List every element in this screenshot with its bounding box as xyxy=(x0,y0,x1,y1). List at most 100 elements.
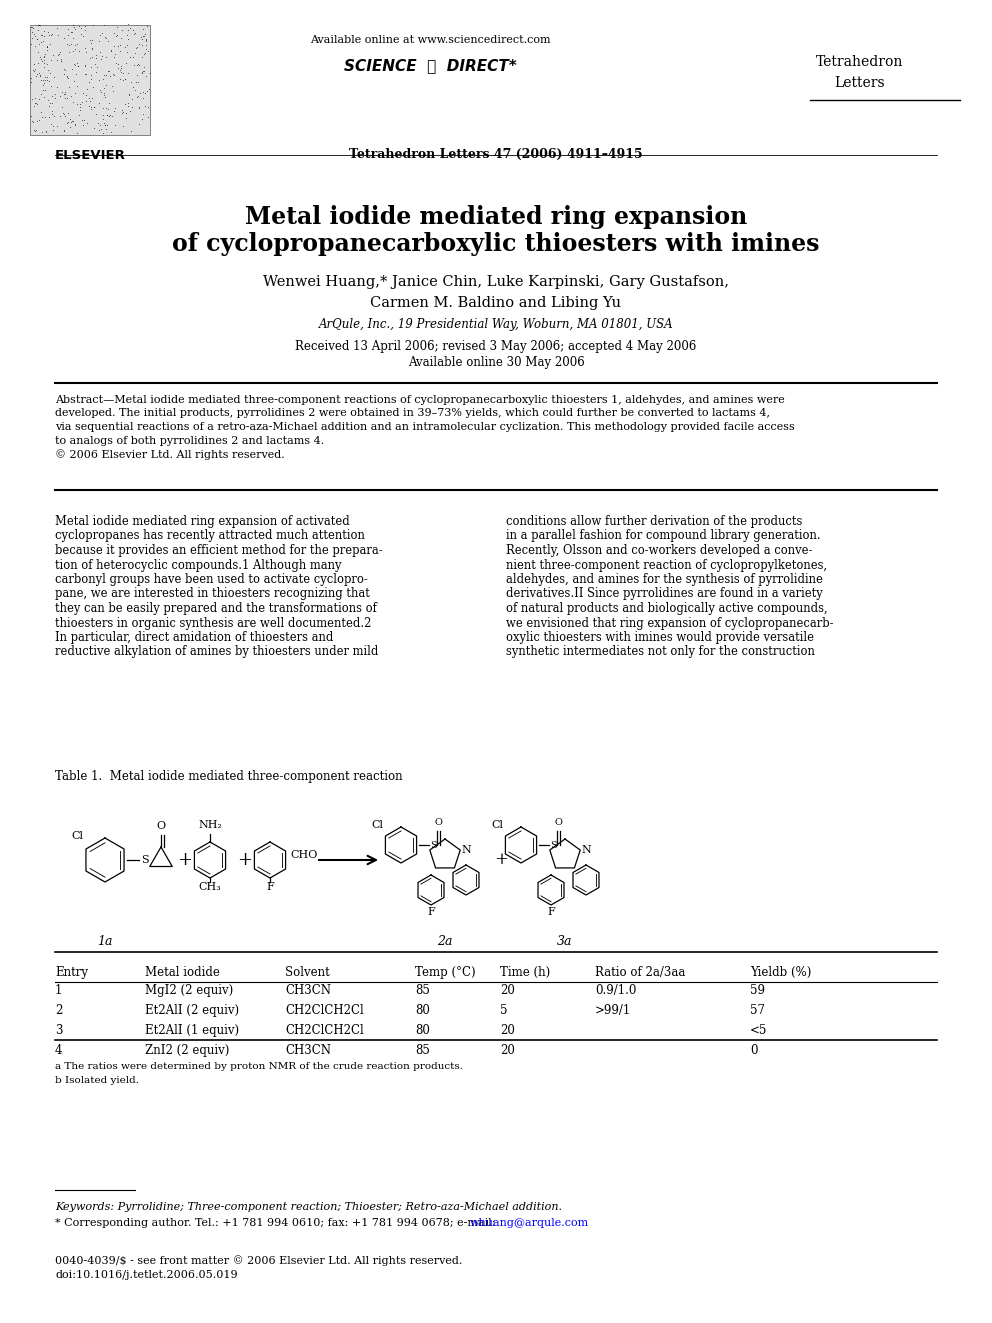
Text: CHO: CHO xyxy=(290,849,317,860)
Text: ZnI2 (2 equiv): ZnI2 (2 equiv) xyxy=(145,1044,229,1057)
Text: derivatives.II Since pyrrolidines are found in a variety: derivatives.II Since pyrrolidines are fo… xyxy=(506,587,822,601)
Text: we envisioned that ring expansion of cyclopropanecarb-: we envisioned that ring expansion of cyc… xyxy=(506,617,833,630)
Text: conditions allow further derivation of the products: conditions allow further derivation of t… xyxy=(506,515,803,528)
Text: Entry: Entry xyxy=(55,966,88,979)
Text: ELSEVIER: ELSEVIER xyxy=(55,149,125,161)
Text: ArQule, Inc., 19 Presidential Way, Woburn, MA 01801, USA: ArQule, Inc., 19 Presidential Way, Wobur… xyxy=(318,318,674,331)
Text: N: N xyxy=(581,845,591,855)
Text: SCIENCE  ⓐ  DIRECT*: SCIENCE ⓐ DIRECT* xyxy=(343,58,517,73)
Text: cyclopropanes has recently attracted much attention: cyclopropanes has recently attracted muc… xyxy=(55,529,365,542)
Text: whuang@arqule.com: whuang@arqule.com xyxy=(470,1218,589,1228)
Text: 1a: 1a xyxy=(97,935,113,949)
Text: Et2AlI (2 equiv): Et2AlI (2 equiv) xyxy=(145,1004,239,1017)
Text: doi:10.1016/j.tetlet.2006.05.019: doi:10.1016/j.tetlet.2006.05.019 xyxy=(55,1270,238,1279)
Text: +: + xyxy=(494,852,508,868)
Text: >99/1: >99/1 xyxy=(595,1004,631,1017)
Text: a The ratios were determined by proton NMR of the crude reaction products.: a The ratios were determined by proton N… xyxy=(55,1062,463,1072)
Text: 0040-4039/$ - see front matter © 2006 Elsevier Ltd. All rights reserved.: 0040-4039/$ - see front matter © 2006 El… xyxy=(55,1256,462,1266)
Text: 0.9/1.0: 0.9/1.0 xyxy=(595,984,637,998)
Text: 3a: 3a xyxy=(558,935,572,949)
Text: NH₂: NH₂ xyxy=(198,820,222,830)
Text: Available online 30 May 2006: Available online 30 May 2006 xyxy=(408,356,584,369)
Text: Tetrahedron: Tetrahedron xyxy=(816,56,904,69)
Text: carbonyl groups have been used to activate cyclopro-: carbonyl groups have been used to activa… xyxy=(55,573,368,586)
Text: 20: 20 xyxy=(500,1024,515,1037)
Text: Yieldb (%): Yieldb (%) xyxy=(750,966,811,979)
Text: synthetic intermediates not only for the construction: synthetic intermediates not only for the… xyxy=(506,646,814,659)
Text: tion of heterocyclic compounds.1 Although many: tion of heterocyclic compounds.1 Althoug… xyxy=(55,558,341,572)
Text: +: + xyxy=(178,851,192,869)
Text: of natural products and biologically active compounds,: of natural products and biologically act… xyxy=(506,602,827,615)
Text: 20: 20 xyxy=(500,1044,515,1057)
Text: S: S xyxy=(550,840,557,849)
Text: 20: 20 xyxy=(500,984,515,998)
Text: © 2006 Elsevier Ltd. All rights reserved.: © 2006 Elsevier Ltd. All rights reserved… xyxy=(55,448,285,460)
Text: Cl: Cl xyxy=(371,820,383,830)
Text: aldehydes, and amines for the synthesis of pyrrolidine: aldehydes, and amines for the synthesis … xyxy=(506,573,823,586)
Text: F: F xyxy=(428,908,434,917)
Text: they can be easily prepared and the transformations of: they can be easily prepared and the tran… xyxy=(55,602,377,615)
Text: Et2AlI (1 equiv): Et2AlI (1 equiv) xyxy=(145,1024,239,1037)
Text: because it provides an efficient method for the prepara-: because it provides an efficient method … xyxy=(55,544,383,557)
Text: developed. The initial products, pyrrolidines 2 were obtained in 39–73% yields, : developed. The initial products, pyrroli… xyxy=(55,409,770,418)
Text: 4: 4 xyxy=(55,1044,62,1057)
Text: CH2ClCH2Cl: CH2ClCH2Cl xyxy=(285,1004,364,1017)
Text: S: S xyxy=(141,855,149,865)
Text: F: F xyxy=(548,908,555,917)
Text: 80: 80 xyxy=(415,1024,430,1037)
Text: Metal iodide: Metal iodide xyxy=(145,966,220,979)
Text: F: F xyxy=(266,882,274,892)
Text: Time (h): Time (h) xyxy=(500,966,551,979)
Text: Tetrahedron Letters 47 (2006) 4911–4915: Tetrahedron Letters 47 (2006) 4911–4915 xyxy=(349,148,643,161)
Text: Metal iodide mediated ring expansion: Metal iodide mediated ring expansion xyxy=(245,205,747,229)
Text: 85: 85 xyxy=(415,1044,430,1057)
Text: Table 1.  Metal iodide mediated three-component reaction: Table 1. Metal iodide mediated three-com… xyxy=(55,770,403,783)
Text: 85: 85 xyxy=(415,984,430,998)
Text: via sequential reactions of a retro-aza-Michael addition and an intramolecular c: via sequential reactions of a retro-aza-… xyxy=(55,422,795,433)
Text: N: N xyxy=(461,845,471,855)
Text: +: + xyxy=(237,851,253,869)
Text: 0: 0 xyxy=(750,1044,758,1057)
Text: S: S xyxy=(430,840,436,849)
Text: Wenwei Huang,* Janice Chin, Luke Karpinski, Gary Gustafson,: Wenwei Huang,* Janice Chin, Luke Karpins… xyxy=(263,275,729,288)
Text: <5: <5 xyxy=(750,1024,768,1037)
Text: CH₃: CH₃ xyxy=(198,882,221,892)
Text: 80: 80 xyxy=(415,1004,430,1017)
Text: 2a: 2a xyxy=(437,935,452,949)
Text: pane, we are interested in thioesters recognizing that: pane, we are interested in thioesters re… xyxy=(55,587,370,601)
Text: Metal iodide mediated ring expansion of activated: Metal iodide mediated ring expansion of … xyxy=(55,515,350,528)
Text: nient three-component reaction of cyclopropylketones,: nient three-component reaction of cyclop… xyxy=(506,558,827,572)
Text: to analogs of both pyrrolidines 2 and lactams 4.: to analogs of both pyrrolidines 2 and la… xyxy=(55,435,324,446)
Text: 1: 1 xyxy=(55,984,62,998)
Text: Recently, Olsson and co-workers developed a conve-: Recently, Olsson and co-workers develope… xyxy=(506,544,812,557)
Text: Temp (°C): Temp (°C) xyxy=(415,966,475,979)
Text: Received 13 April 2006; revised 3 May 2006; accepted 4 May 2006: Received 13 April 2006; revised 3 May 20… xyxy=(296,340,696,353)
Text: O: O xyxy=(434,818,442,827)
Text: Cl: Cl xyxy=(71,831,83,841)
Text: Solvent: Solvent xyxy=(285,966,329,979)
Text: in a parallel fashion for compound library generation.: in a parallel fashion for compound libra… xyxy=(506,529,820,542)
Text: 57: 57 xyxy=(750,1004,765,1017)
Text: 59: 59 xyxy=(750,984,765,998)
Text: CH3CN: CH3CN xyxy=(285,984,331,998)
Text: Available online at www.sciencedirect.com: Available online at www.sciencedirect.co… xyxy=(310,34,551,45)
Bar xyxy=(30,25,150,135)
Text: O: O xyxy=(555,818,561,827)
Text: Letters: Letters xyxy=(834,75,885,90)
Text: oxylic thioesters with imines would provide versatile: oxylic thioesters with imines would prov… xyxy=(506,631,814,644)
Text: * Corresponding author. Tel.: +1 781 994 0610; fax: +1 781 994 0678; e-mail:: * Corresponding author. Tel.: +1 781 994… xyxy=(55,1218,499,1228)
Text: 5: 5 xyxy=(500,1004,508,1017)
Text: Cl: Cl xyxy=(491,820,503,830)
Text: 3: 3 xyxy=(55,1024,62,1037)
Text: thioesters in organic synthesis are well documented.2: thioesters in organic synthesis are well… xyxy=(55,617,371,630)
Text: of cyclopropanecarboxylic thioesters with imines: of cyclopropanecarboxylic thioesters wit… xyxy=(173,232,819,255)
Text: 2: 2 xyxy=(55,1004,62,1017)
Text: Keywords: Pyrrolidine; Three-component reaction; Thioester; Retro-aza-Michael ad: Keywords: Pyrrolidine; Three-component r… xyxy=(55,1203,562,1212)
Text: reductive alkylation of amines by thioesters under mild: reductive alkylation of amines by thioes… xyxy=(55,646,378,659)
Text: CH2ClCH2Cl: CH2ClCH2Cl xyxy=(285,1024,364,1037)
Text: Abstract—Metal iodide mediated three-component reactions of cyclopropanecarboxyl: Abstract—Metal iodide mediated three-com… xyxy=(55,396,785,405)
Text: In particular, direct amidation of thioesters and: In particular, direct amidation of thioe… xyxy=(55,631,333,644)
Text: CH3CN: CH3CN xyxy=(285,1044,331,1057)
Text: O: O xyxy=(157,822,166,831)
Text: Carmen M. Baldino and Libing Yu: Carmen M. Baldino and Libing Yu xyxy=(370,296,622,310)
